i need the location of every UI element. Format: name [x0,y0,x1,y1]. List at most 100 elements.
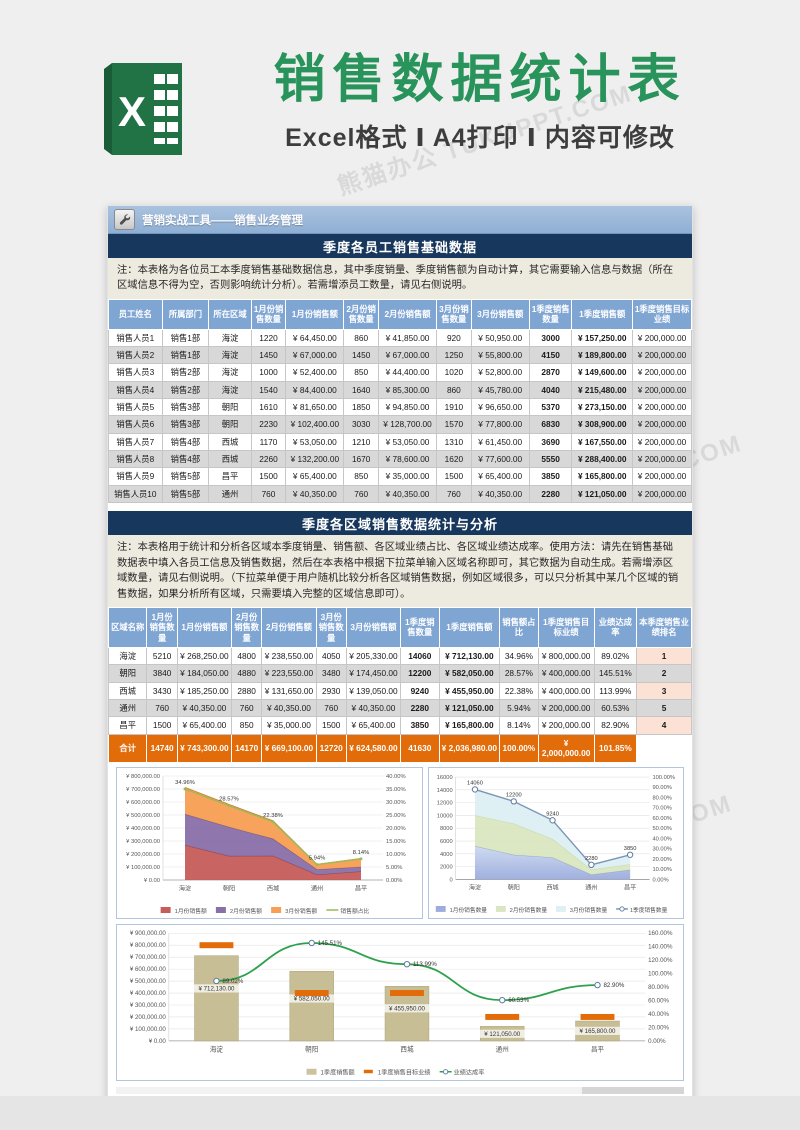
cell[interactable]: 860 [436,380,472,400]
cell[interactable]: 28.57% [499,664,539,683]
cell[interactable]: ¥ 200,000.00 [632,415,692,434]
column-header[interactable]: 2月份销售数量 [343,298,379,330]
cell[interactable]: ¥ 132,200.00 [285,450,345,469]
cell[interactable]: 昌平 [208,467,252,486]
cell[interactable]: 销售人员3 [108,363,163,382]
cell[interactable]: 销售人员10 [108,484,163,504]
wrench-tool-button[interactable] [114,209,135,230]
cell[interactable]: ¥ 200,000.00 [537,716,595,735]
cell[interactable]: 1310 [436,432,472,452]
cell[interactable]: ¥ 121,050.00 [438,699,501,718]
cell[interactable]: ¥ 200,000.00 [632,484,692,504]
cell[interactable]: ¥ 268,250.00 [176,647,233,666]
cell[interactable]: ¥ 743,300.00 [176,733,233,763]
column-header[interactable]: 1月份销售数量 [250,298,287,330]
cell[interactable]: ¥ 184,050.00 [176,664,233,683]
cell[interactable]: ¥ 96,650.00 [470,398,530,417]
cell[interactable]: ¥ 2,000,000.00 [537,733,595,763]
cell[interactable]: 销售3部 [161,415,210,434]
cell[interactable]: ¥ 157,250.00 [571,328,634,347]
cell[interactable]: ¥ 712,130.00 [438,647,501,666]
cell[interactable]: 1210 [343,432,379,452]
cell[interactable] [636,733,692,763]
cell[interactable]: 海淀 [107,647,148,666]
cell[interactable]: 1450 [343,345,379,365]
cell[interactable]: 1170 [250,432,287,452]
cell[interactable]: 760 [146,699,178,718]
cell[interactable]: ¥ 102,400.00 [285,415,345,434]
cell[interactable]: 12200 [400,664,440,683]
cell[interactable]: 昌平 [107,716,148,735]
cell[interactable]: ¥ 65,400.00 [470,467,530,486]
cell[interactable]: ¥ 45,780.00 [470,380,530,400]
cell[interactable]: 海淀 [208,328,252,347]
cell[interactable]: ¥ 52,400.00 [285,363,345,382]
cell[interactable]: 通州 [208,484,252,504]
cell[interactable]: ¥ 94,850.00 [377,398,438,417]
cell[interactable]: ¥ 40,350.00 [470,484,530,504]
cell[interactable]: 4 [636,716,692,735]
cell[interactable]: ¥ 308,900.00 [571,415,634,434]
cell[interactable]: ¥ 165,800.00 [438,716,501,735]
cell[interactable]: 1450 [250,345,287,365]
cell[interactable]: ¥ 174,450.00 [345,664,402,683]
cell[interactable]: ¥ 200,000.00 [632,363,692,382]
cell[interactable]: 1020 [436,363,472,382]
cell[interactable]: ¥ 215,480.00 [571,380,634,400]
cell[interactable]: 西城 [107,681,148,701]
cell[interactable]: ¥ 2,036,980.00 [438,733,501,763]
column-header[interactable]: 1季度销售目标业绩 [632,298,692,330]
cell[interactable]: 2 [636,664,692,683]
cell[interactable]: 西城 [208,450,252,469]
cell[interactable]: ¥ 65,400.00 [176,716,233,735]
cell[interactable]: 100.00% [499,733,539,763]
cell[interactable]: ¥ 223,550.00 [261,664,317,683]
cell[interactable]: 4800 [230,647,263,666]
cell[interactable]: ¥ 61,450.00 [470,432,530,452]
cell[interactable]: ¥ 185,250.00 [176,681,233,701]
column-header[interactable]: 本季度销售业绩排名 [636,606,692,649]
cell[interactable]: 760 [436,484,472,504]
cell[interactable]: 海淀 [208,345,252,365]
cell[interactable]: ¥ 35,000.00 [377,467,438,486]
cell[interactable]: 朝阳 [208,415,252,434]
cell[interactable]: 1500 [250,467,287,486]
cell[interactable]: 14170 [230,733,263,763]
cell[interactable]: 3850 [528,467,573,486]
cell[interactable]: 2930 [315,681,347,701]
column-header[interactable]: 3月份销售额 [345,606,402,649]
column-header[interactable]: 3月份销售数量 [315,606,347,649]
cell[interactable]: ¥ 67,000.00 [377,345,438,365]
cell[interactable]: ¥ 200,000.00 [632,345,692,365]
cell[interactable]: 4040 [528,380,573,400]
cell[interactable]: ¥ 65,400.00 [345,716,402,735]
cell[interactable]: 2880 [230,681,263,701]
cell[interactable]: 通州 [107,699,148,718]
cell[interactable]: 2280 [528,484,573,504]
cell[interactable]: 60.53% [593,699,638,718]
cell[interactable]: ¥ 400,000.00 [537,664,595,683]
cell[interactable]: 1910 [436,398,472,417]
cell[interactable]: ¥ 40,350.00 [345,699,402,718]
cell[interactable]: ¥ 40,350.00 [285,484,345,504]
cell[interactable]: 8.14% [499,716,539,735]
cell[interactable]: 1000 [250,363,287,382]
column-header[interactable]: 业绩达成率 [593,606,638,649]
cell[interactable]: ¥ 200,000.00 [537,699,595,718]
cell[interactable]: ¥ 55,800.00 [470,345,530,365]
column-header[interactable]: 销售额占比 [499,606,539,649]
cell[interactable]: 销售人员2 [108,345,163,365]
cell[interactable]: 760 [343,484,379,504]
cell[interactable]: 1610 [250,398,287,417]
cell[interactable]: 3850 [400,716,440,735]
cell[interactable]: 销售人员7 [108,432,163,452]
cell[interactable]: ¥ 238,550.00 [261,647,317,666]
cell[interactable]: ¥ 149,600.00 [571,363,634,382]
column-header[interactable]: 1季度销售额 [571,298,634,330]
cell[interactable]: 12720 [315,733,347,763]
cell[interactable]: 2870 [528,363,573,382]
cell[interactable]: ¥ 64,450.00 [285,328,345,347]
cell[interactable]: ¥ 200,000.00 [632,432,692,452]
cell[interactable]: ¥ 131,650.00 [261,681,317,701]
cell[interactable]: 14060 [400,647,440,666]
